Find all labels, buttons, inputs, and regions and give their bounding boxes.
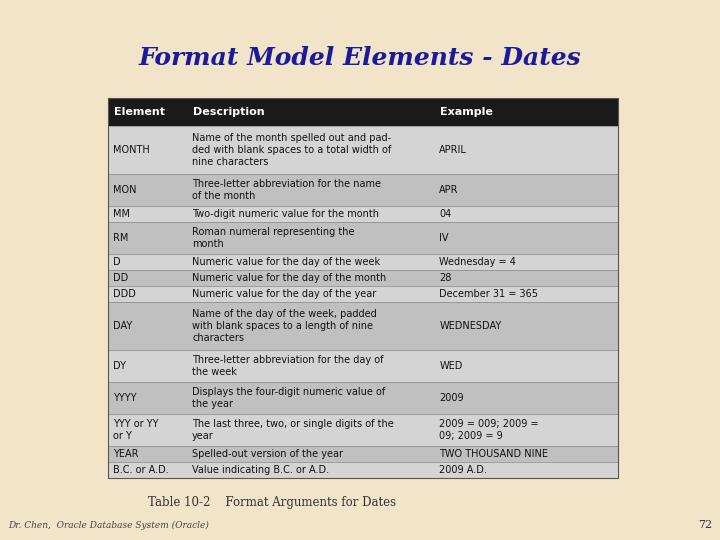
Text: 72: 72	[698, 520, 712, 530]
Text: Description: Description	[193, 107, 265, 117]
Text: DAY: DAY	[113, 321, 132, 331]
Text: MONTH: MONTH	[113, 145, 150, 155]
Text: Spelled-out version of the year: Spelled-out version of the year	[192, 449, 343, 459]
Text: WEDNESDAY: WEDNESDAY	[439, 321, 502, 331]
Text: YYY or YY
or Y: YYY or YY or Y	[113, 419, 158, 441]
Text: 28: 28	[439, 273, 451, 283]
Text: Roman numeral representing the
month: Roman numeral representing the month	[192, 227, 354, 249]
Text: APR: APR	[439, 185, 459, 195]
Bar	[108, 174, 618, 206]
Bar	[108, 302, 618, 350]
Text: 2009 = 009; 2009 =
09; 2009 = 9: 2009 = 009; 2009 = 09; 2009 = 9	[439, 419, 539, 441]
Text: IV: IV	[439, 233, 449, 243]
Bar	[108, 254, 618, 270]
Bar	[108, 222, 618, 254]
Text: DDD: DDD	[113, 289, 136, 299]
Text: Three-letter abbreviation for the name
of the month: Three-letter abbreviation for the name o…	[192, 179, 381, 201]
Bar	[108, 446, 618, 462]
Text: Value indicating B.C. or A.D.: Value indicating B.C. or A.D.	[192, 465, 329, 475]
Bar	[108, 350, 618, 382]
Bar	[108, 206, 618, 222]
Text: MON: MON	[113, 185, 137, 195]
Bar	[108, 414, 618, 446]
Text: Three-letter abbreviation for the day of
the week: Three-letter abbreviation for the day of…	[192, 355, 384, 377]
Text: YYYY: YYYY	[113, 393, 137, 403]
Bar	[108, 286, 618, 302]
Text: WED: WED	[439, 361, 463, 371]
Text: Dr. Chen,  Oracle Database System (Oracle): Dr. Chen, Oracle Database System (Oracle…	[8, 521, 209, 530]
Text: December 31 = 365: December 31 = 365	[439, 289, 539, 299]
Bar	[108, 98, 618, 126]
Text: Example: Example	[441, 107, 493, 117]
Text: Numeric value for the day of the month: Numeric value for the day of the month	[192, 273, 387, 283]
Text: Name of the month spelled out and pad-
ded with blank spaces to a total width of: Name of the month spelled out and pad- d…	[192, 133, 391, 167]
Bar	[108, 270, 618, 286]
Text: B.C. or A.D.: B.C. or A.D.	[113, 465, 168, 475]
Text: Numeric value for the day of the year: Numeric value for the day of the year	[192, 289, 377, 299]
Text: D: D	[113, 257, 121, 267]
Text: The last three, two, or single digits of the
year: The last three, two, or single digits of…	[192, 419, 394, 441]
Text: 04: 04	[439, 209, 451, 219]
Text: 2009 A.D.: 2009 A.D.	[439, 465, 487, 475]
Bar	[108, 462, 618, 478]
Text: 2009: 2009	[439, 393, 464, 403]
Text: RM: RM	[113, 233, 128, 243]
Text: TWO THOUSAND NINE: TWO THOUSAND NINE	[439, 449, 549, 459]
Bar	[108, 126, 618, 174]
Text: Two-digit numeric value for the month: Two-digit numeric value for the month	[192, 209, 379, 219]
Text: DY: DY	[113, 361, 126, 371]
Text: MM: MM	[113, 209, 130, 219]
Text: APRIL: APRIL	[439, 145, 467, 155]
Bar	[108, 98, 618, 478]
Text: Wednesday = 4: Wednesday = 4	[439, 257, 516, 267]
Text: Element: Element	[114, 107, 165, 117]
Text: Displays the four-digit numeric value of
the year: Displays the four-digit numeric value of…	[192, 387, 385, 409]
Bar	[108, 382, 618, 414]
Text: DD: DD	[113, 273, 128, 283]
Text: Format Model Elements - Dates: Format Model Elements - Dates	[139, 46, 581, 70]
Text: YEAR: YEAR	[113, 449, 138, 459]
Text: Name of the day of the week, padded
with blank spaces to a length of nine
charac: Name of the day of the week, padded with…	[192, 309, 377, 343]
Text: Table 10-2    Format Arguments for Dates: Table 10-2 Format Arguments for Dates	[148, 496, 396, 509]
Text: Numeric value for the day of the week: Numeric value for the day of the week	[192, 257, 380, 267]
